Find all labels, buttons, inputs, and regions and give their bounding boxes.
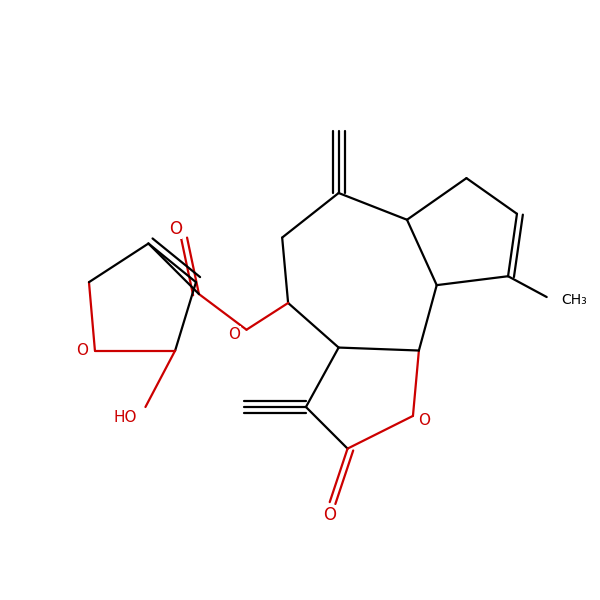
Text: O: O [323,506,336,524]
Text: O: O [169,220,182,238]
Text: O: O [229,327,241,342]
Text: HO: HO [113,410,137,425]
Text: O: O [323,506,336,524]
Text: O: O [418,413,430,428]
Text: O: O [229,327,241,342]
Text: O: O [76,343,88,358]
Text: CH₃: CH₃ [562,293,587,307]
Text: O: O [169,220,182,238]
Text: HO: HO [113,410,137,425]
Text: CH₃: CH₃ [562,293,587,307]
Text: O: O [76,343,88,358]
Text: O: O [418,413,430,428]
